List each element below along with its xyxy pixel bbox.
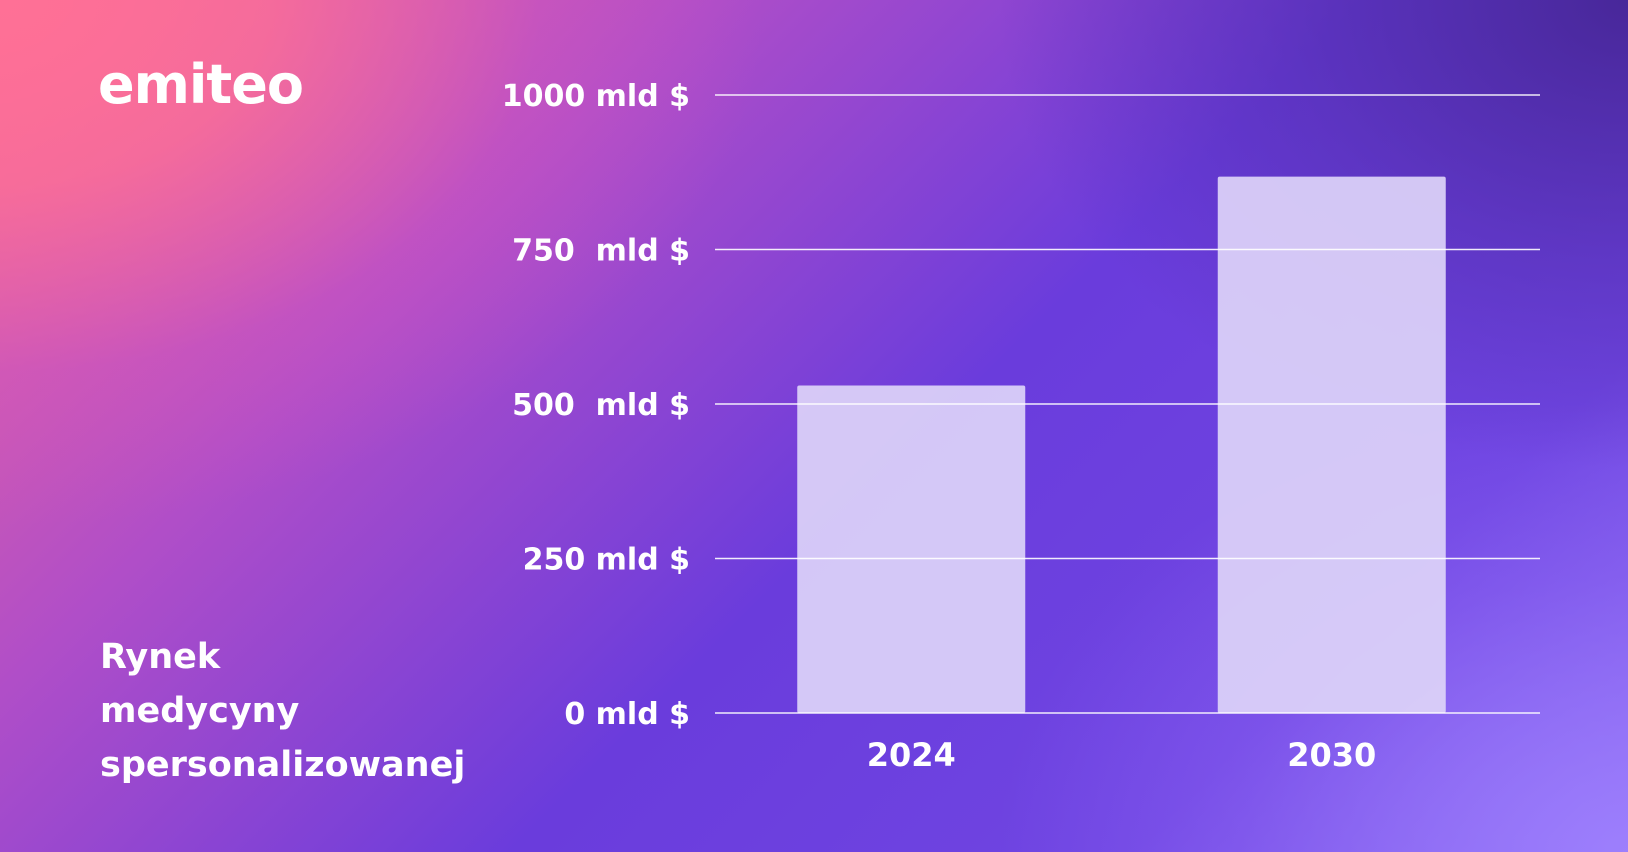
caption-line-3: spersonalizowanej bbox=[100, 745, 466, 785]
gridlines bbox=[715, 94, 1540, 714]
x-tick-label-2030: 2030 bbox=[1287, 736, 1376, 774]
y-tick-label: 0 mld $ bbox=[564, 697, 690, 732]
x-tick-label-2024: 2024 bbox=[867, 736, 956, 774]
brand-logo: emiteo bbox=[98, 53, 304, 116]
x-axis-tick-labels: 2024 2030 bbox=[867, 736, 1377, 774]
y-tick-label: 500 mld $ bbox=[512, 388, 690, 423]
y-tick-label: 250 mld $ bbox=[523, 543, 690, 578]
bar-2024 bbox=[797, 385, 1026, 713]
caption-line-1: Rynek bbox=[100, 637, 221, 677]
bars bbox=[797, 176, 1446, 714]
chart-caption: Rynek medycyny spersonalizowanej bbox=[100, 630, 500, 792]
caption-line-2: medycyny bbox=[100, 691, 300, 731]
bar-2030 bbox=[1217, 176, 1446, 714]
y-tick-label: 1000 mld $ bbox=[502, 79, 690, 114]
y-axis-tick-labels: 0 mld $ 250 mld $ 500 mld $ 750 mld $ 1000 m… bbox=[502, 79, 690, 732]
y-tick-label: 750 mld $ bbox=[512, 234, 690, 269]
